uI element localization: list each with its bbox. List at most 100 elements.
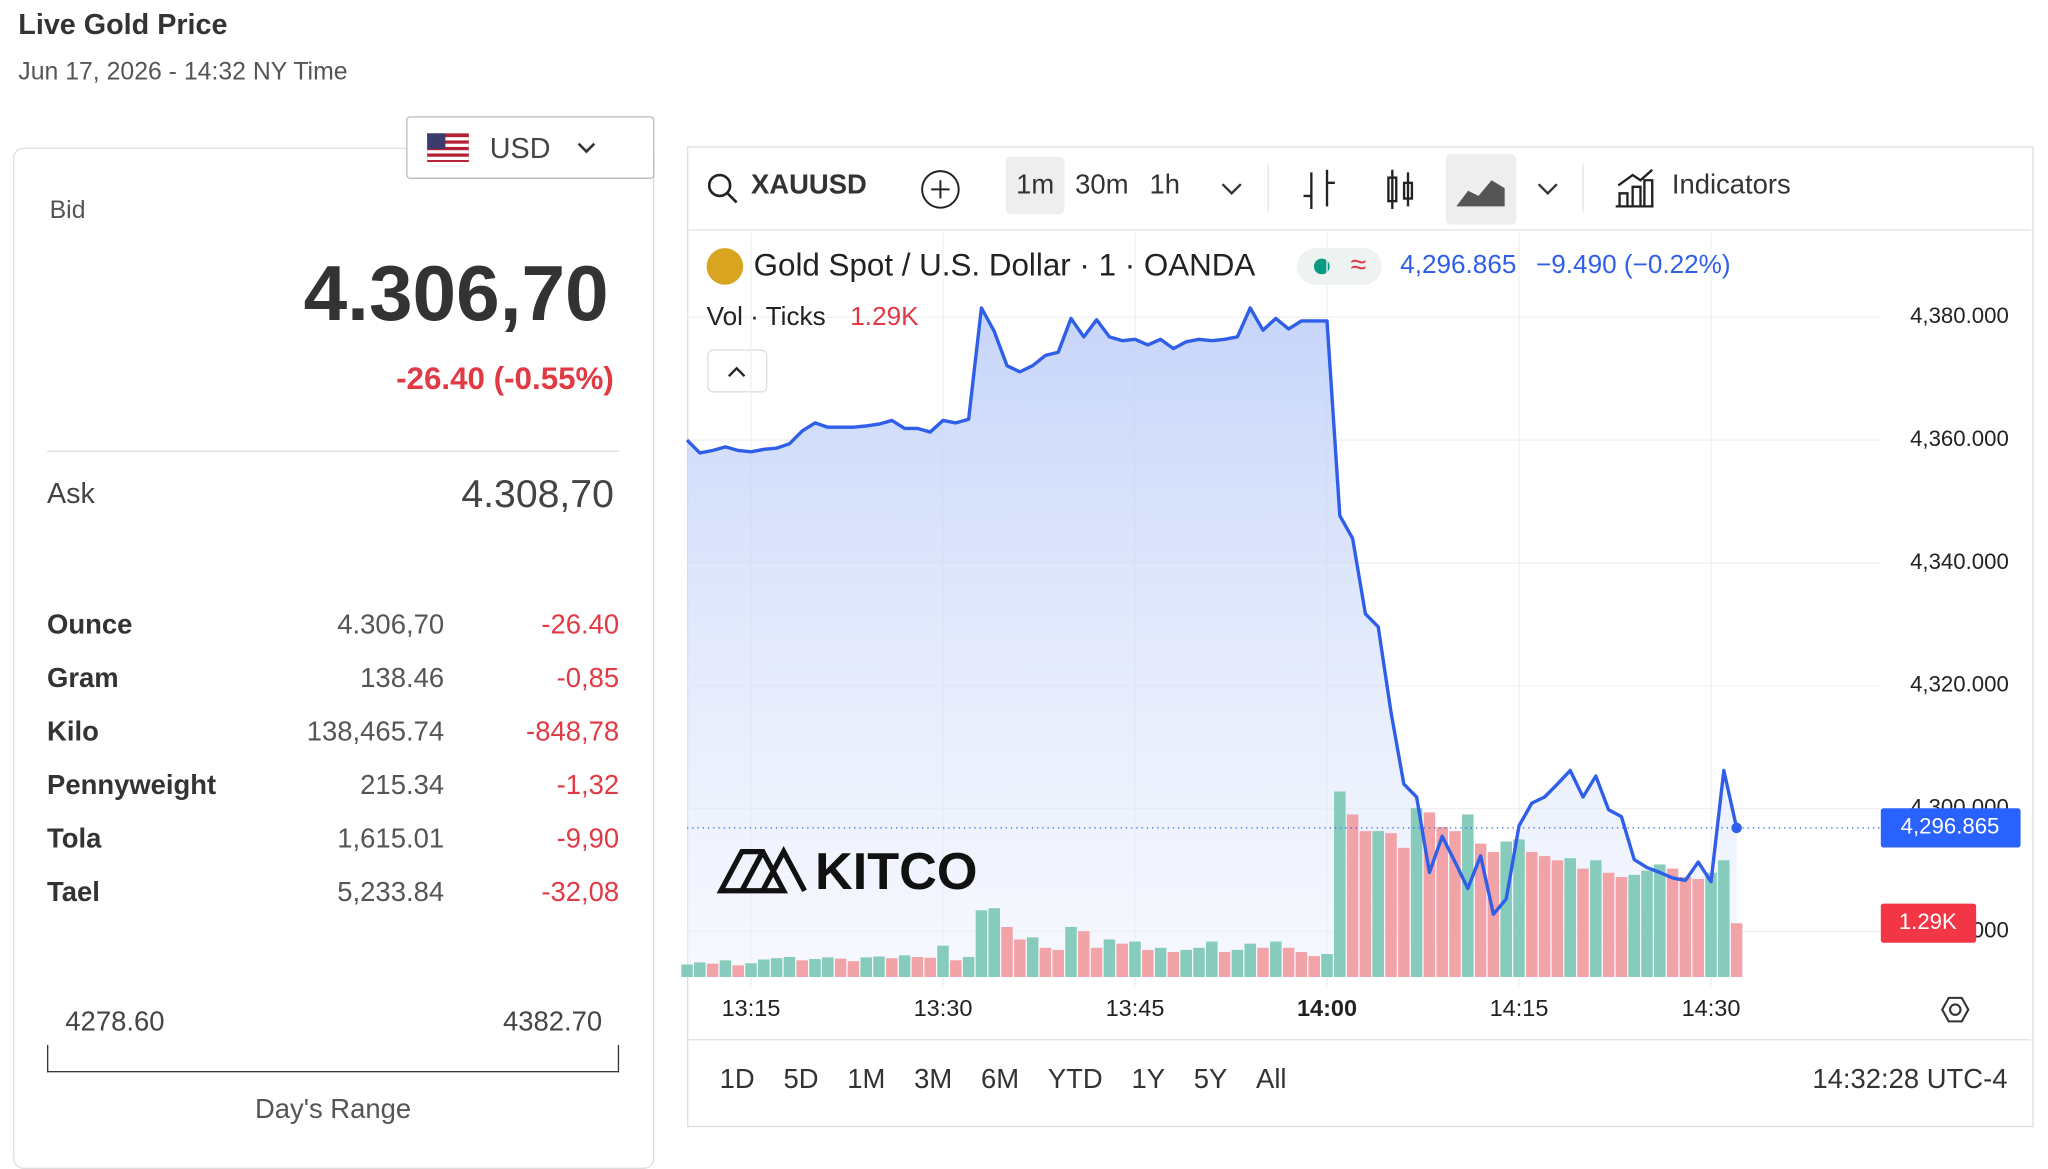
volume-bar: [1641, 870, 1653, 977]
bid-price: 4.306,70: [303, 249, 609, 337]
volume-bar: [1116, 943, 1128, 977]
watermark-text: KITCO: [815, 843, 978, 901]
delay-icon: ≈: [1350, 249, 1366, 281]
volume-bar: [1538, 856, 1551, 977]
unit-price: 4.306,70: [337, 609, 445, 640]
volume-bar: [770, 958, 783, 977]
volume-bar: [1654, 864, 1666, 977]
price-badge-label: 4,296.865: [1901, 814, 2000, 839]
intervals: 1m 30m 1h: [1005, 156, 1191, 215]
indicators[interactable]: Indicators: [1671, 169, 1791, 200]
volume-bar: [1372, 831, 1384, 977]
price-area: [687, 307, 1737, 977]
range-buttons: 1D 5D 1M 3M 6M YTD 1Y 5Y All: [705, 1064, 1301, 1095]
volume-bar: [924, 957, 936, 977]
add-symbol[interactable]: [921, 170, 960, 209]
volume-bar: [1193, 947, 1205, 977]
volume-bar: [1321, 954, 1333, 977]
area-style-selected[interactable]: [1445, 154, 1517, 225]
volume-bar: [1167, 951, 1180, 977]
volume-bar: [719, 960, 732, 977]
unit-price: 138.46: [360, 663, 445, 694]
volume-bar: [1730, 923, 1743, 977]
bid-change: -26.40 (-0.55%): [396, 361, 614, 398]
range-button[interactable]: 3M: [914, 1064, 953, 1095]
range-button[interactable]: 1D: [719, 1064, 755, 1095]
volume-bar: [809, 959, 821, 977]
unit-row: Gram 138.46 -0,85: [47, 664, 619, 703]
range-button[interactable]: 1Y: [1131, 1064, 1166, 1095]
price-line: [685, 306, 1739, 916]
volume-bar: [1129, 941, 1141, 977]
range-button[interactable]: YTD: [1047, 1064, 1103, 1095]
volume-bar: [1436, 826, 1448, 977]
range-button[interactable]: All: [1256, 1064, 1287, 1095]
unit-name: Tola: [47, 824, 102, 855]
volume-bar: [1577, 868, 1589, 977]
volume-bar: [1346, 814, 1359, 977]
volume-bar: [1462, 814, 1474, 977]
watermark-logo: [716, 846, 807, 894]
y-tick-label: 4,360.000: [1910, 426, 2009, 451]
ask-price: 4.308,70: [461, 472, 614, 516]
volume-bar: [796, 960, 808, 977]
volume-bar: [1206, 941, 1218, 977]
x-tick-label: 13:15: [722, 995, 781, 1021]
volume-bar: [1385, 833, 1397, 977]
volume-bar: [1513, 839, 1525, 977]
range-high: 4382.70: [502, 1007, 603, 1038]
volume-bar: [911, 956, 924, 977]
volume-bar: [1628, 874, 1640, 977]
volume-bar: [1295, 951, 1308, 977]
unit-price: 1,615.01: [337, 824, 445, 855]
search-icon[interactable]: [707, 173, 738, 204]
bars-icon[interactable]: [1303, 169, 1335, 209]
unit-row: Kilo 138,465.74 -848,78: [47, 717, 619, 756]
candles-icon[interactable]: [1387, 169, 1414, 209]
symbol[interactable]: XAUUSD: [751, 169, 867, 200]
volume-bar: [1334, 791, 1346, 977]
volume-bar: [847, 961, 860, 977]
unit-row: Tael 5,233.84 -32,08: [47, 878, 619, 917]
volume-bar: [1398, 847, 1410, 977]
indicators-icon[interactable]: [1615, 168, 1654, 208]
plot: 13:1513:3013:4514:0014:1514:304,280.0004…: [681, 232, 2009, 1021]
volume-bar: [1423, 812, 1436, 977]
range-button[interactable]: 1M: [847, 1064, 886, 1095]
volume-bar: [706, 963, 719, 977]
volume-bar: [1103, 939, 1116, 977]
collapse-button[interactable]: [707, 349, 768, 393]
interval-chevron[interactable]: [1221, 183, 1242, 195]
volume-bar: [1410, 808, 1423, 977]
unit-name: Tael: [47, 877, 100, 908]
range-button[interactable]: 5D: [783, 1064, 819, 1095]
interval[interactable]: 1h: [1149, 169, 1180, 200]
bid-label: Bid: [49, 197, 86, 225]
currency-select[interactable]: USD: [406, 116, 655, 179]
volume-bar: [1359, 831, 1372, 977]
style-chevron[interactable]: [1537, 183, 1558, 195]
volume-bar: [1615, 876, 1628, 977]
unit-name: Ounce: [47, 609, 133, 640]
volume-bar: [1308, 956, 1320, 977]
range-button[interactable]: 6M: [981, 1064, 1020, 1095]
unit-change: -0,85: [556, 663, 620, 694]
volume-bar: [1001, 926, 1013, 977]
volume-bar: [822, 957, 834, 977]
x-tick-label: 13:45: [1106, 995, 1165, 1021]
volume-bar: [1692, 879, 1704, 977]
unit-price: 138,465.74: [306, 717, 445, 748]
volume-bar: [898, 955, 911, 977]
chevron: [577, 142, 596, 154]
settings-icon[interactable]: [1941, 996, 1970, 1023]
price-badge: [1880, 808, 2021, 848]
volume-bar: [745, 963, 757, 977]
volume-bar: [988, 908, 1000, 977]
unit-change: -32,08: [541, 877, 620, 908]
range-button[interactable]: 5Y: [1193, 1064, 1228, 1095]
volume-badge-label: 1.29K: [1899, 909, 1957, 934]
area-icon: [1456, 180, 1505, 207]
unit-price: 5,233.84: [337, 877, 445, 908]
interval[interactable]: 30m: [1075, 169, 1129, 200]
interval[interactable]: 1m: [1005, 156, 1065, 215]
